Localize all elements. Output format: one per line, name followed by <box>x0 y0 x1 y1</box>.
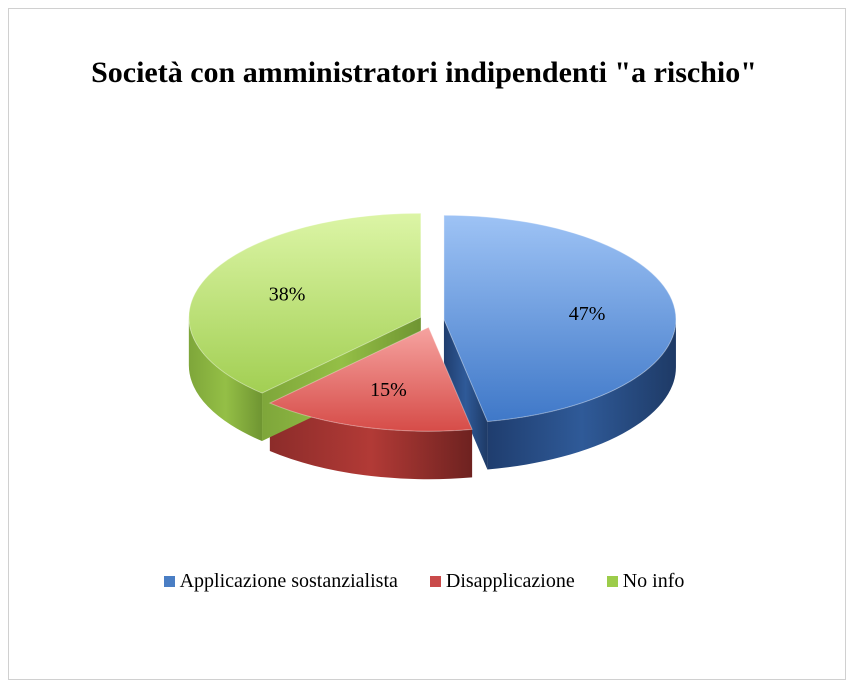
pie-slice-side-no-info <box>188 317 263 442</box>
data-label-applicazione-sostanzialista: 47% <box>569 303 606 325</box>
pie-labels: 47% 15% 38% <box>269 283 606 401</box>
pie-slice-side-applicazione-sostanzialista <box>487 319 676 470</box>
legend-item-no-info: No info <box>606 569 685 593</box>
chart-title: Società con amministratori indipendenti … <box>91 56 757 89</box>
legend-item-disapplicazione: Disapplicazione <box>429 569 575 593</box>
pie-slice-disapplicazione <box>268 326 473 432</box>
legend-swatch-green <box>606 575 618 587</box>
pie-tops <box>188 212 677 432</box>
legend-swatch-blue <box>163 575 175 587</box>
legend-label: Disapplicazione <box>445 569 575 592</box>
legend: Applicazione sostanzialista Disapplicazi… <box>0 566 848 596</box>
pie-slice-side-disapplicazione <box>269 403 473 480</box>
data-label-no-info: 38% <box>269 283 306 305</box>
legend-swatch-red <box>429 575 441 587</box>
pie-slice-no-info <box>188 212 422 394</box>
legend-label: No info <box>622 569 685 592</box>
legend-item-applicazione-sostanzialista: Applicazione sostanzialista <box>163 569 398 593</box>
data-label-disapplicazione: 15% <box>370 379 407 401</box>
pie-slice-applicazione-sostanzialista <box>443 214 677 422</box>
pie-slice-wall-applicazione-sostanzialista <box>443 319 488 470</box>
legend-label: Applicazione sostanzialista <box>179 569 398 592</box>
